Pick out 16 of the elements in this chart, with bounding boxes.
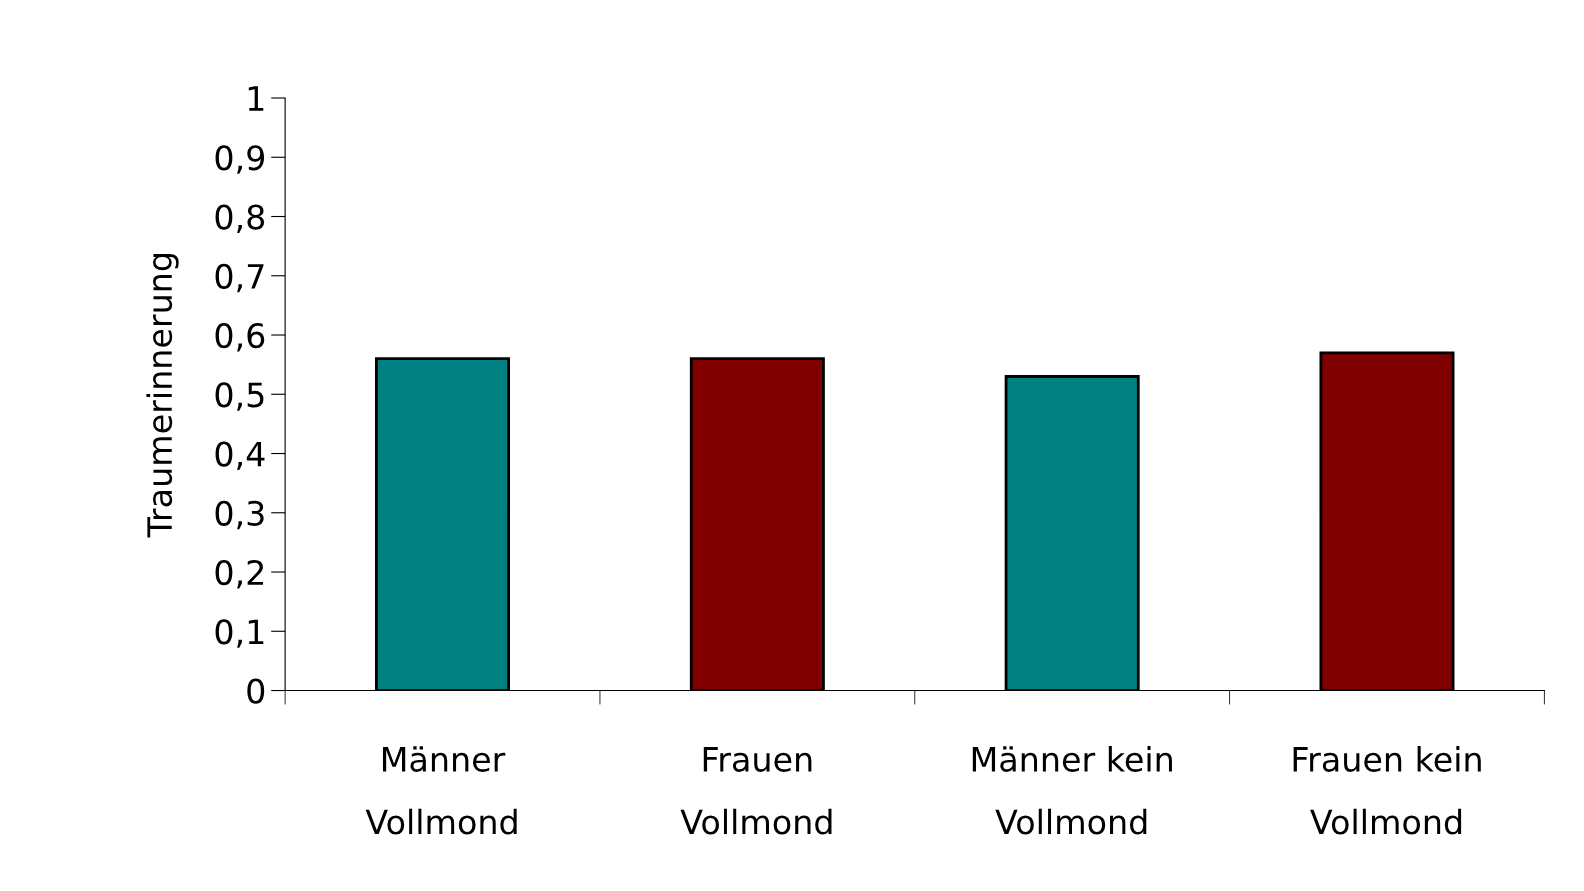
x-tick-label: Frauen Vollmond xyxy=(680,747,832,835)
y-tick-label: 0,9 xyxy=(215,145,265,174)
y-tick-label: 0,5 xyxy=(215,382,264,411)
y-axis-title: Traumerinnerung xyxy=(146,254,179,538)
y-tick-label: 0 xyxy=(247,678,265,704)
y-tick-label: 0,6 xyxy=(215,322,265,352)
y-tick-label: 0,1 xyxy=(215,619,264,648)
y-tick-label: 0,3 xyxy=(215,500,264,530)
y-tick-label: 1 xyxy=(248,86,264,111)
x-tick-label: Frauen kein Vollmond xyxy=(1293,746,1481,835)
y-tick-label: 0,7 xyxy=(215,263,264,293)
x-tick-label: Männer Vollmond xyxy=(365,746,517,835)
y-tick-label: 0,8 xyxy=(215,204,265,234)
y-tick-label: 0,4 xyxy=(215,441,265,471)
x-tick-label: Männer kein Vollmond xyxy=(972,746,1172,835)
y-tick-label: 0,2 xyxy=(215,559,264,589)
